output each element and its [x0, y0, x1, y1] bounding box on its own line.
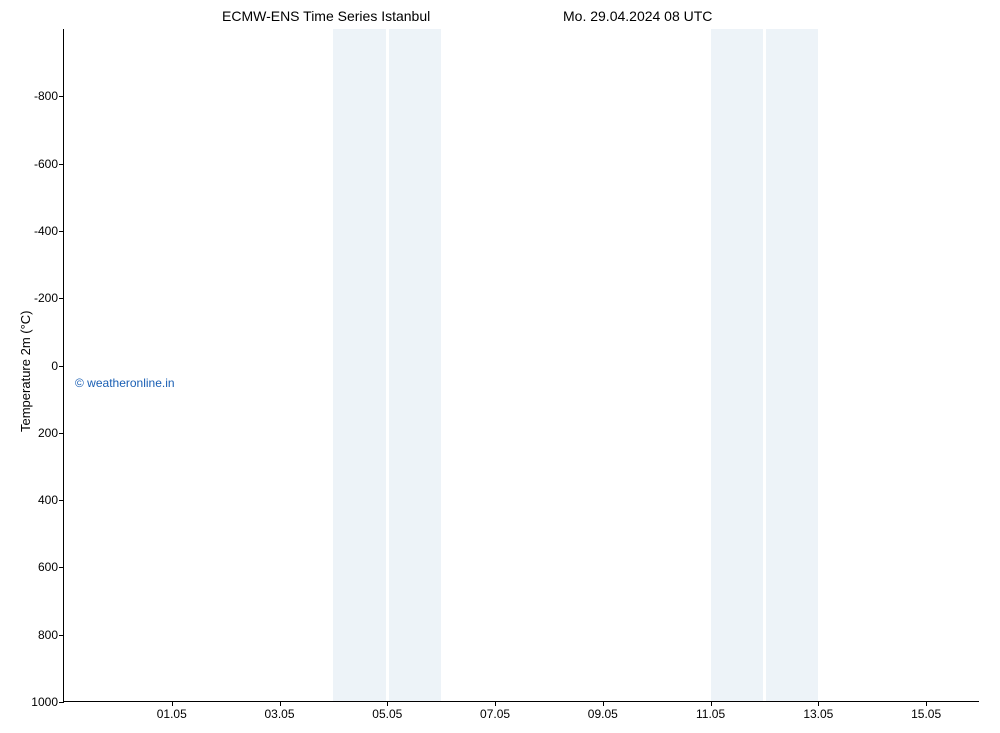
x-tick-label: 11.05: [696, 707, 725, 721]
chart-title-left: ECMW-ENS Time Series Istanbul: [222, 8, 430, 24]
x-tick-mark: [711, 701, 712, 706]
day-separator: [386, 29, 389, 701]
x-tick-label: 05.05: [372, 707, 402, 721]
y-tick-mark: [59, 366, 64, 367]
y-tick-label: -800: [34, 89, 58, 103]
x-tick-label: 15.05: [911, 707, 941, 721]
y-tick-mark: [59, 164, 64, 165]
y-tick-label: 0: [51, 359, 58, 373]
x-tick-mark: [387, 701, 388, 706]
y-tick-label: -200: [34, 291, 58, 305]
x-tick-label: 13.05: [803, 707, 833, 721]
x-tick-mark: [926, 701, 927, 706]
y-tick-label: 600: [38, 560, 58, 574]
x-tick-label: 01.05: [157, 707, 187, 721]
y-tick-mark: [59, 231, 64, 232]
chart-container: ECMW-ENS Time Series Istanbul Mo. 29.04.…: [0, 0, 1000, 733]
y-tick-label: 200: [38, 426, 58, 440]
x-tick-mark: [172, 701, 173, 706]
y-tick-label: -600: [34, 157, 58, 171]
y-tick-label: 1000: [31, 695, 58, 709]
x-tick-mark: [818, 701, 819, 706]
y-axis-label: Temperature 2m (°C): [18, 310, 33, 432]
x-tick-mark: [280, 701, 281, 706]
y-tick-mark: [59, 96, 64, 97]
x-tick-mark: [495, 701, 496, 706]
y-tick-label: -400: [34, 224, 58, 238]
plot-area: -800-600-400-2000200400600800100001.0503…: [63, 29, 979, 702]
x-tick-mark: [603, 701, 604, 706]
y-tick-mark: [59, 500, 64, 501]
y-tick-label: 800: [38, 628, 58, 642]
chart-title-right: Mo. 29.04.2024 08 UTC: [563, 8, 712, 24]
y-tick-label: 400: [38, 493, 58, 507]
day-separator: [763, 29, 766, 701]
x-tick-label: 07.05: [480, 707, 510, 721]
x-tick-label: 03.05: [265, 707, 295, 721]
x-tick-label: 09.05: [588, 707, 618, 721]
y-tick-mark: [59, 298, 64, 299]
y-tick-mark: [59, 567, 64, 568]
y-tick-mark: [59, 433, 64, 434]
y-tick-mark: [59, 702, 64, 703]
y-tick-mark: [59, 635, 64, 636]
watermark-text: © weatheronline.in: [75, 376, 175, 390]
